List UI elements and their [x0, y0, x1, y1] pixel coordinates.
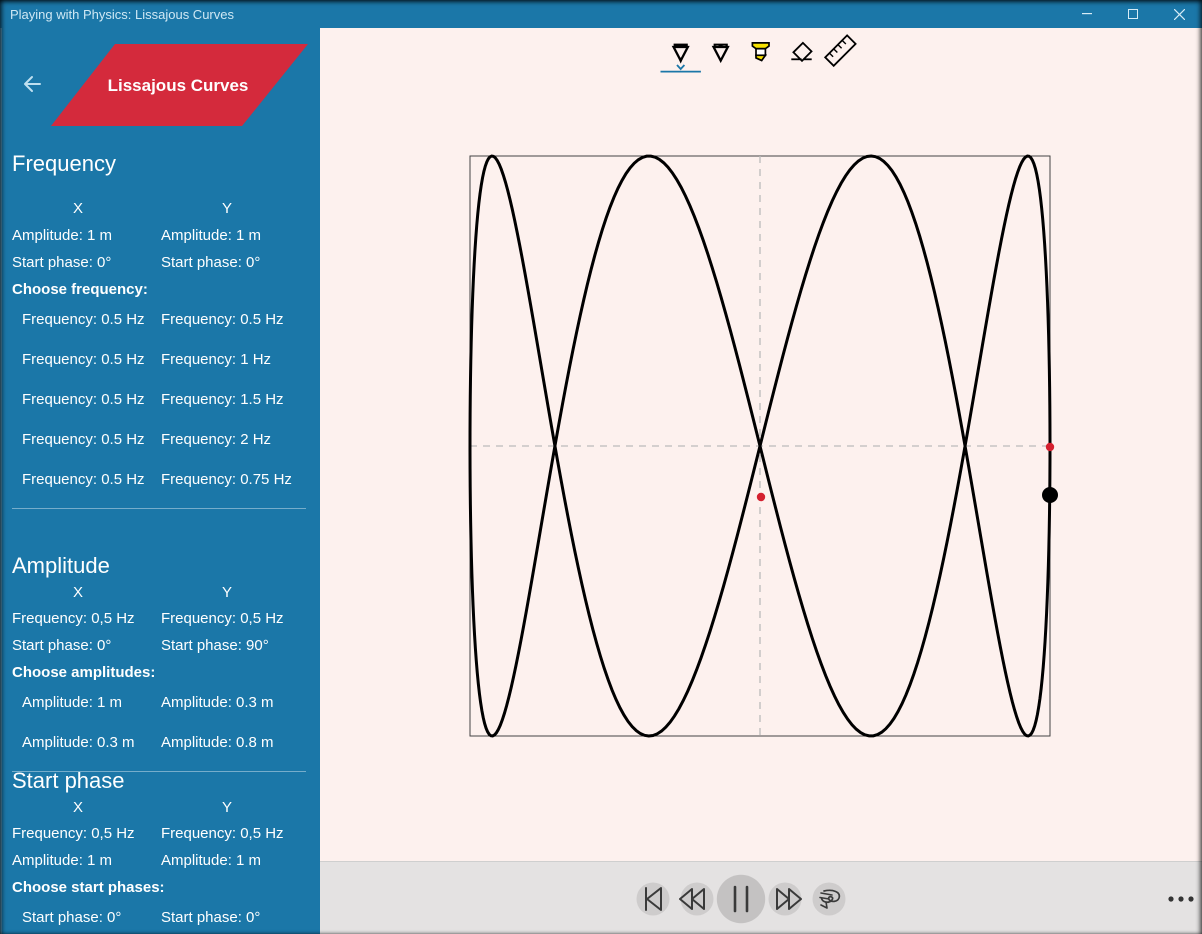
svg-text:Lissajous Curves: Lissajous Curves: [108, 76, 249, 95]
